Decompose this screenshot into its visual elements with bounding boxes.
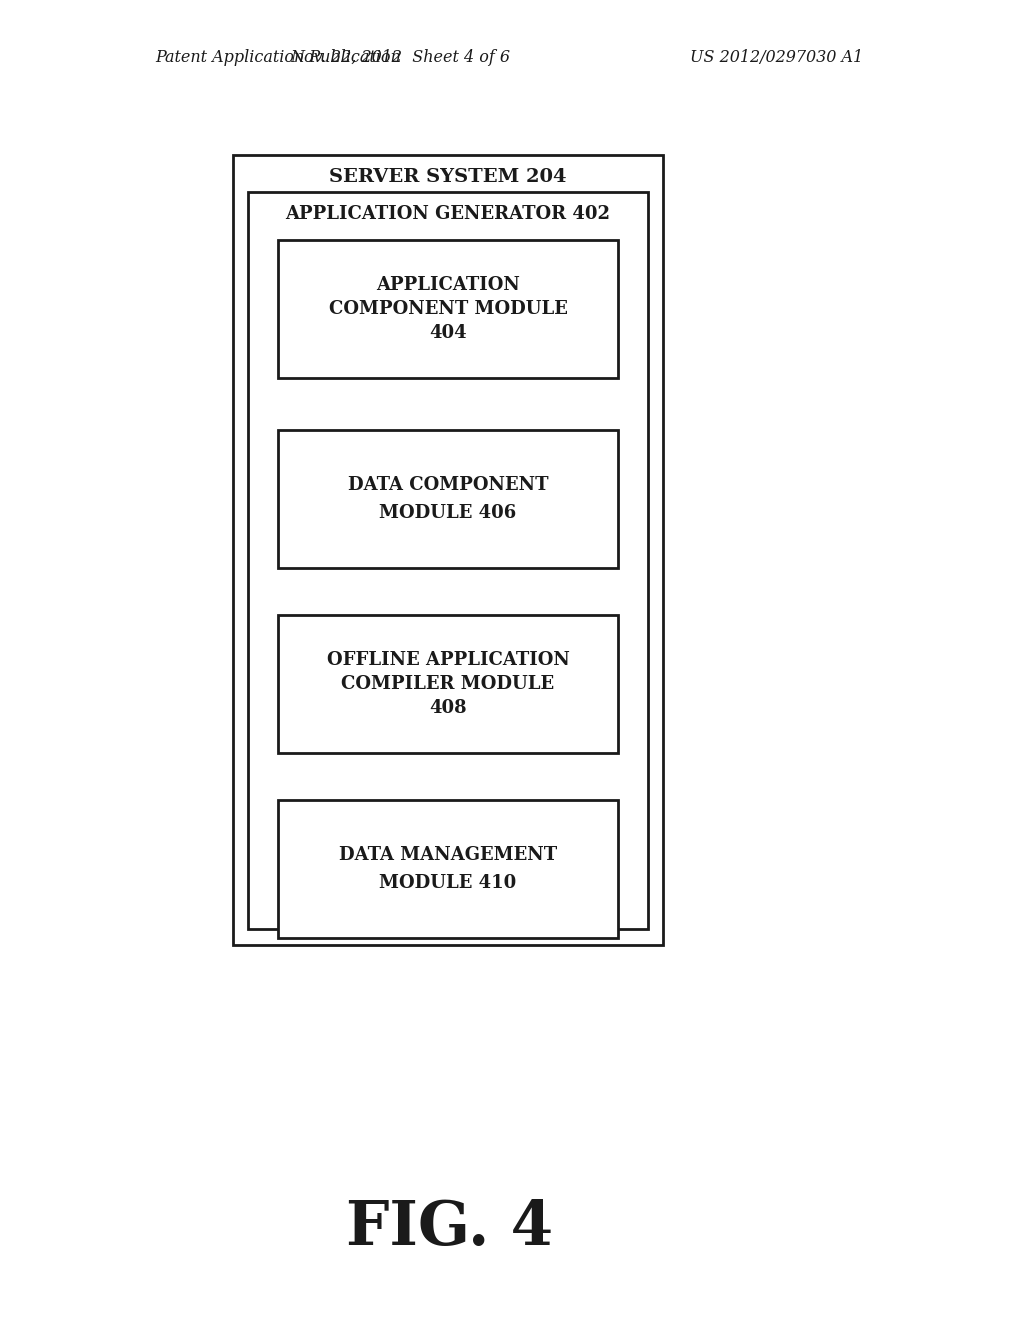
Text: DATA COMPONENT: DATA COMPONENT <box>348 477 548 494</box>
Text: SERVER SYSTEM 204: SERVER SYSTEM 204 <box>330 168 566 186</box>
Bar <box>248 191 648 929</box>
Bar <box>278 615 618 752</box>
Bar <box>278 240 618 378</box>
Text: FIG. 4: FIG. 4 <box>346 1199 554 1258</box>
Bar <box>278 800 618 939</box>
Text: MODULE 410: MODULE 410 <box>379 874 517 892</box>
Text: APPLICATION GENERATOR 402: APPLICATION GENERATOR 402 <box>286 205 610 223</box>
Bar <box>233 154 663 945</box>
Text: 404: 404 <box>429 323 467 342</box>
Text: 408: 408 <box>429 700 467 717</box>
Text: OFFLINE APPLICATION: OFFLINE APPLICATION <box>327 651 569 669</box>
Text: US 2012/0297030 A1: US 2012/0297030 A1 <box>690 49 863 66</box>
Text: Nov. 22, 2012  Sheet 4 of 6: Nov. 22, 2012 Sheet 4 of 6 <box>290 49 510 66</box>
Text: MODULE 406: MODULE 406 <box>379 504 517 521</box>
Text: Patent Application Publication: Patent Application Publication <box>155 49 400 66</box>
Text: APPLICATION: APPLICATION <box>376 276 520 294</box>
Bar <box>278 430 618 568</box>
Text: COMPILER MODULE: COMPILER MODULE <box>341 675 555 693</box>
Text: DATA MANAGEMENT: DATA MANAGEMENT <box>339 846 557 865</box>
Text: COMPONENT MODULE: COMPONENT MODULE <box>329 300 567 318</box>
